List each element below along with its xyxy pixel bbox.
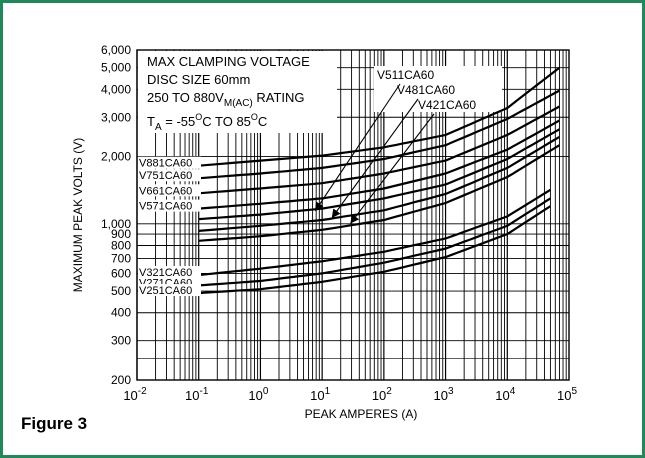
y-tick-label: 500 [111, 284, 131, 298]
y-tick-label: 400 [111, 306, 131, 320]
arrow-v481ca60 [331, 98, 419, 219]
rating-label: 250 TO 880VM(AC) RATING [147, 90, 305, 109]
arrow-label-box [374, 66, 502, 112]
series-line-v571ca60 [198, 119, 560, 210]
chart-title-line-1: MAX CLAMPING VOLTAGE [147, 54, 310, 69]
x-tick-label: 102 [372, 386, 392, 403]
plot-border [136, 49, 570, 381]
series-label-v511ca60: V511CA60 [377, 68, 434, 82]
series-label-v481ca60: V481CA60 [397, 83, 455, 97]
x-tick-label: 105 [557, 386, 577, 403]
y-tick-label: 600 [111, 266, 131, 280]
series-label-v881ca60: V881CA60 [139, 158, 192, 170]
series-line-v511ca60 [198, 128, 560, 221]
x-tick-label: 100 [248, 386, 268, 403]
series-line-v271ca60 [198, 197, 551, 287]
x-tick-label: 101 [310, 386, 330, 403]
y-tick-label: 800 [111, 238, 131, 252]
y-tick-label: 3,000 [101, 110, 131, 124]
series-label-bg [138, 199, 201, 212]
x-tick-label: 103 [434, 386, 454, 403]
arrow-v421ca60 [350, 113, 435, 224]
series-label-v421ca60: V421CA60 [418, 98, 476, 112]
y-tick-label: 4,000 [101, 82, 131, 96]
series-group [198, 66, 561, 295]
series-line-v421ca60 [198, 144, 560, 242]
y-tick-label: 200 [111, 373, 131, 387]
y-tick-label: 1,000 [101, 217, 131, 231]
y-tick-label: 2,000 [101, 150, 131, 164]
x-axis-label: PEAK AMPERES (A) [305, 407, 418, 421]
series-line-v251ca60 [198, 205, 551, 295]
y-tick-label: 700 [111, 251, 131, 265]
series-line-v751ca60 [198, 89, 560, 180]
series-line-v481ca60 [198, 135, 560, 232]
series-label-v571ca60: V571CA60 [139, 201, 192, 213]
series-line-v321ca60 [198, 188, 551, 277]
figure-label: Figure 3 [21, 414, 88, 433]
series-line-v881ca60 [198, 66, 561, 167]
x-tick-label: 10-2 [123, 386, 147, 403]
series-label-v251ca60: V251CA60 [139, 285, 192, 297]
series-label-bg [138, 266, 201, 279]
x-tick-label: 104 [495, 386, 515, 403]
series-line-v661ca60 [198, 105, 560, 195]
series-label-bg [138, 156, 201, 169]
series-label-bg [138, 184, 201, 197]
series-label-v661ca60: V661CA60 [139, 185, 192, 197]
x-tick-label: 10-1 [185, 386, 209, 403]
y-tick-label: 300 [111, 334, 131, 348]
y-axis-label: MAXIMUM PEAK VOLTS (V) [71, 138, 85, 292]
series-label-v321ca60: V321CA60 [139, 267, 192, 279]
series-label-v751ca60: V751CA60 [139, 170, 192, 182]
y-tick-label: 5,000 [101, 61, 131, 75]
y-tick-label: 6,000 [101, 43, 131, 57]
series-label-bg [138, 169, 201, 182]
chart-title-line-2: DISC SIZE 60mm [147, 72, 250, 87]
annotation-box [138, 51, 337, 133]
y-tick-label: 900 [111, 227, 131, 241]
temperature-label: TA = -55OC TO 85OC [147, 112, 267, 133]
x-tick-labels: 10-2 10-1 100 101 102 103 104 105 [123, 386, 577, 403]
series-label-bg [138, 284, 201, 297]
arrow-v511ca60 [314, 83, 401, 212]
